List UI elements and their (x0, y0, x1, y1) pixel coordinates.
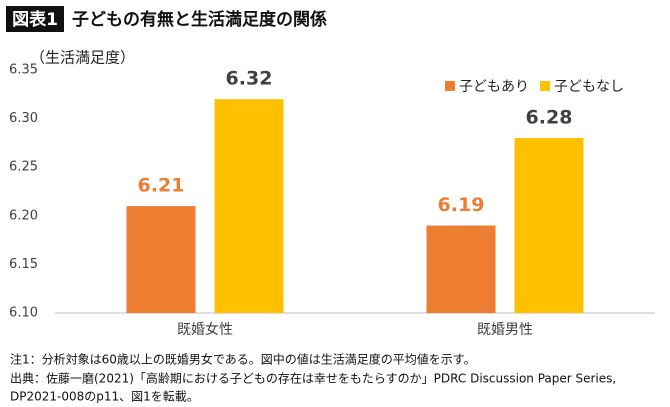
y-tick-label: 6.35 (9, 63, 38, 78)
bar (214, 99, 284, 313)
badge: 図表1 (12, 9, 58, 30)
value-label: 6.32 (226, 68, 273, 90)
value-label: 6.19 (438, 194, 485, 216)
y-tick-label: 6.10 (9, 306, 38, 321)
bar (126, 206, 196, 313)
bar (426, 225, 496, 313)
note: 出典：佐藤一磨(2021)「高齢期における子どもの存在は幸せをもたらすのか」PD… (10, 371, 616, 386)
value-label: 6.21 (138, 175, 185, 197)
legend-swatch (540, 81, 550, 91)
y-tick-label: 6.15 (9, 257, 38, 272)
x-tick-label: 既婚男性 (477, 322, 533, 338)
y-tick-label: 6.20 (9, 208, 38, 223)
chart-title: 子どもの有無と生活満足度の関係 (72, 9, 327, 30)
y-tick-label: 6.25 (9, 160, 38, 175)
legend-swatch (445, 81, 455, 91)
y-axis-label: （生活満足度） (30, 49, 135, 67)
legend-label: 子どもなし (554, 79, 624, 95)
value-label: 6.28 (526, 107, 573, 129)
bar (514, 138, 584, 313)
y-tick-label: 6.30 (9, 111, 38, 126)
note: DP2021-008のp11、図1を転載。 (10, 390, 199, 404)
badge-box (6, 6, 64, 32)
x-tick-label: 既婚女性 (177, 321, 233, 338)
note: 注1：分析対象は60歳以上の既婚男女である。図中の値は生活満足度の平均値を示す。 (10, 352, 476, 367)
legend-label: 子どもあり (459, 79, 529, 95)
